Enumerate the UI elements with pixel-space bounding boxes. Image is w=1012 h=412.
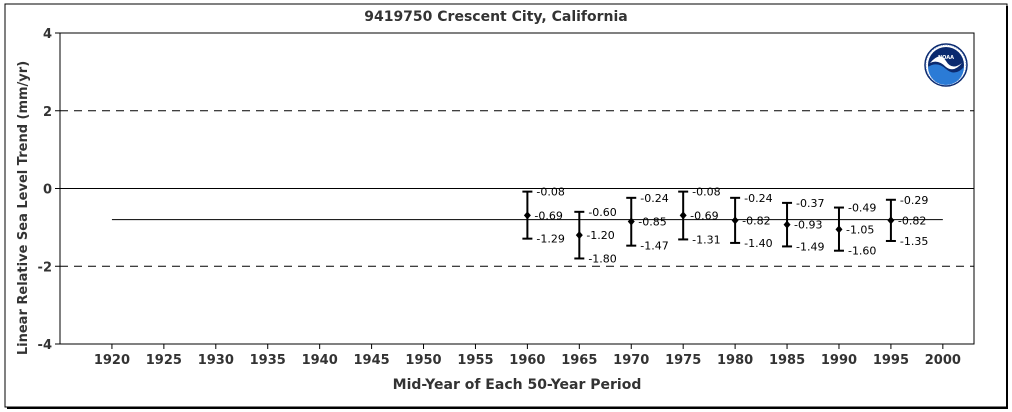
frame-shadow (4, 3, 1008, 408)
data-label-lower: -1.49 (796, 240, 824, 253)
noaa-logo-icon: NOAA (924, 43, 968, 87)
x-tick-label: 1925 (146, 353, 182, 368)
data-label-lower: -1.60 (848, 245, 876, 258)
data-point-group: -0.29 -0.82 -1.35 (885, 194, 928, 248)
grid-lines (60, 110, 974, 267)
error-bar-series: -0.08 -0.69 -1.29 -0.60 -1.20 -1.80 -0.24 -0.85… (522, 186, 928, 265)
x-tick-label: 1955 (457, 353, 493, 368)
data-point-marker (887, 216, 895, 225)
data-label-mid: -0.93 (794, 219, 822, 232)
data-label-upper: -0.24 (640, 192, 668, 205)
data-label-upper: -0.08 (692, 186, 720, 199)
data-point-marker (731, 216, 739, 225)
data-label-upper: -0.49 (848, 202, 876, 215)
x-tick-label: 1950 (405, 353, 441, 368)
x-tick-label: 1965 (561, 353, 597, 368)
data-point-marker (783, 220, 791, 229)
x-tick-label: 1985 (769, 353, 805, 368)
y-tick-label: -2 (38, 260, 52, 275)
data-point-group: -0.24 -0.85 -1.47 (626, 192, 669, 253)
data-label-lower: -1.29 (536, 233, 564, 246)
x-axis-ticks: 1920 1925 1930 1935 1940 1945 1950 1955 1960 1965… (94, 344, 961, 368)
chart-title: 9419750 Crescent City, California (364, 9, 628, 25)
data-label-lower: -1.47 (640, 240, 668, 253)
y-tick-label: 2 (43, 105, 52, 120)
x-tick-label: 1995 (873, 353, 909, 368)
y-tick-label: -4 (38, 338, 52, 353)
data-point-group: -0.49 -1.05 -1.60 (833, 202, 876, 258)
data-label-upper: -0.08 (536, 186, 564, 199)
data-label-upper: -0.24 (744, 192, 772, 205)
x-tick-label: 1935 (250, 353, 286, 368)
data-label-lower: -1.40 (744, 237, 772, 250)
data-label-lower: -1.31 (692, 233, 720, 246)
x-tick-label: 2000 (925, 353, 961, 368)
data-point-group: -0.08 -0.69 -1.29 (522, 186, 565, 246)
data-point-marker (627, 217, 635, 226)
y-axis-ticks: -4 -2 0 2 4 (38, 27, 60, 353)
x-tick-label: 1980 (717, 353, 753, 368)
data-label-upper: -0.37 (796, 197, 824, 210)
x-tick-label: 1970 (613, 353, 649, 368)
data-label-upper: -0.60 (588, 206, 616, 219)
x-tick-label: 1920 (94, 353, 130, 368)
x-tick-label: 1960 (509, 353, 545, 368)
data-point-group: -0.08 -0.69 -1.31 (678, 186, 721, 246)
x-tick-label: 1930 (198, 353, 234, 368)
data-point-group: -0.24 -0.82 -1.40 (730, 192, 773, 250)
data-label-mid: -0.82 (898, 214, 926, 227)
data-label-mid: -1.20 (586, 229, 614, 242)
y-axis-label: Linear Relative Sea Level Trend (mm/yr) (16, 61, 31, 355)
x-axis-label: Mid-Year of Each 50-Year Period (393, 377, 642, 393)
data-point-group: -0.60 -1.20 -1.80 (574, 206, 617, 265)
data-label-upper: -0.29 (900, 194, 928, 207)
data-label-mid: -0.69 (534, 209, 562, 222)
x-tick-label: 1975 (665, 353, 701, 368)
x-tick-label: 1990 (821, 353, 857, 368)
data-point-marker (523, 211, 531, 220)
data-label-lower: -1.35 (900, 235, 928, 248)
data-point-group: -0.37 -0.93 -1.49 (782, 197, 825, 253)
y-tick-label: 4 (43, 27, 52, 42)
data-point-marker (679, 211, 687, 220)
data-point-marker (575, 231, 583, 240)
y-tick-label: 0 (43, 183, 52, 198)
data-label-mid: -0.85 (638, 216, 666, 229)
x-tick-label: 1940 (302, 353, 338, 368)
logo-text: NOAA (938, 55, 954, 61)
data-label-mid: -1.05 (846, 223, 874, 236)
data-label-lower: -1.80 (588, 252, 616, 265)
data-point-marker (835, 225, 843, 234)
data-label-mid: -0.82 (742, 214, 770, 227)
data-label-mid: -0.69 (690, 209, 718, 222)
x-tick-label: 1945 (353, 353, 389, 368)
